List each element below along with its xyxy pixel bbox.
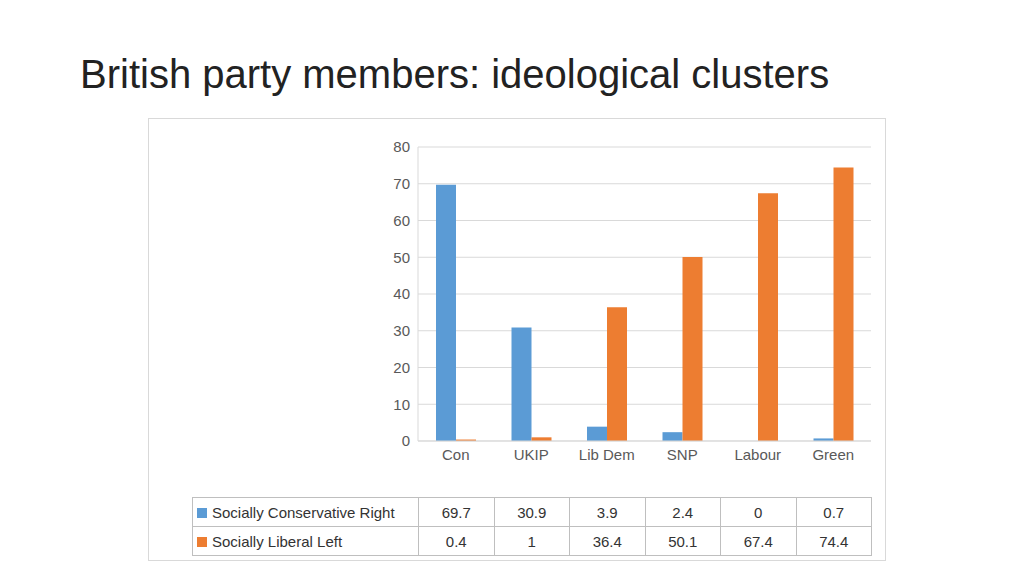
svg-text:SNP: SNP xyxy=(667,446,698,463)
svg-text:20: 20 xyxy=(393,359,410,376)
html-text:2.4: 2.4 xyxy=(672,503,694,521)
svg-text:60: 60 xyxy=(393,212,410,229)
html-text:36.4: 36.4 xyxy=(592,532,622,550)
html-text:0.7: 0.7 xyxy=(823,503,845,521)
html-text:69.7: 69.7 xyxy=(441,503,471,521)
html-text:50.1: 50.1 xyxy=(668,532,698,550)
html-text:1: 1 xyxy=(527,532,536,550)
svg-text:80: 80 xyxy=(393,138,410,155)
html-text:British party members: ideolog: British party members: ideological clust… xyxy=(80,52,830,96)
html-text:Socially Conservative Right: Socially Conservative Right xyxy=(212,503,395,521)
svg-text:10: 10 xyxy=(393,396,410,413)
svg-text:Labour: Labour xyxy=(734,446,781,463)
html-text:Socially Liberal Left: Socially Liberal Left xyxy=(212,532,343,550)
svg-text:30: 30 xyxy=(393,322,410,339)
html-text:0: 0 xyxy=(754,503,763,521)
svg-text:Green: Green xyxy=(812,446,854,463)
svg-text:40: 40 xyxy=(393,285,410,302)
html-text:74.4: 74.4 xyxy=(819,532,849,550)
html-text:30.9: 30.9 xyxy=(517,503,547,521)
svg-text:50: 50 xyxy=(393,249,410,266)
svg-text:Lib Dem: Lib Dem xyxy=(579,446,635,463)
html-text:3.9: 3.9 xyxy=(596,503,618,521)
svg-text:Con: Con xyxy=(442,446,470,463)
html-text:0.4: 0.4 xyxy=(445,532,467,550)
svg-text:70: 70 xyxy=(393,175,410,192)
svg-text:0: 0 xyxy=(402,432,410,449)
svg-text:UKIP: UKIP xyxy=(514,446,549,463)
html-text:67.4: 67.4 xyxy=(743,532,773,550)
